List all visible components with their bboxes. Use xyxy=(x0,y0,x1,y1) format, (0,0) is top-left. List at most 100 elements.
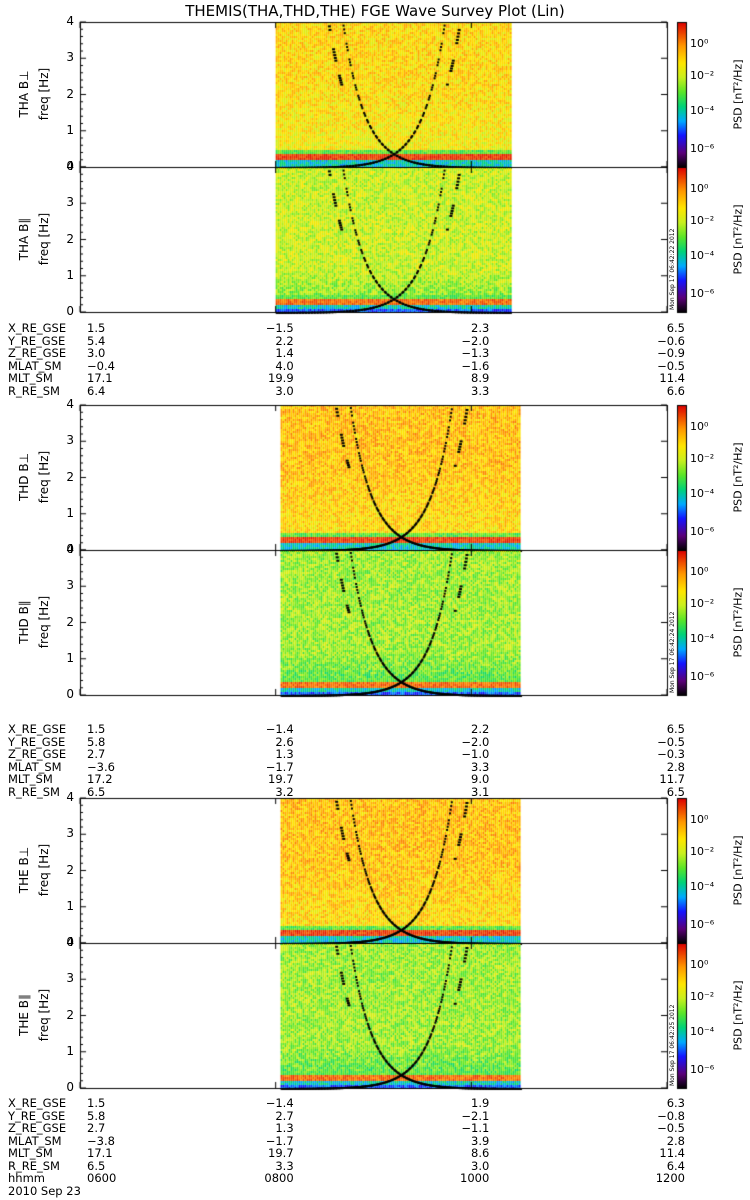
ephemeris-label: MLT_SM xyxy=(8,1146,53,1160)
ephemeris-value: 3.0 xyxy=(471,1158,490,1173)
colorbar-tick-label: 10⁻² xyxy=(690,597,715,611)
ephemeris-value: −0.5 xyxy=(657,358,685,373)
ephemeris-value: 6.5 xyxy=(666,722,685,736)
ephemeris-value: 6.5 xyxy=(666,784,685,799)
panel-name: THA B∥ xyxy=(17,217,31,260)
ephemeris-label: Y_RE_GSE xyxy=(8,1108,66,1123)
freq-tick-label: 0 xyxy=(66,1080,74,1094)
ephemeris-row: R_RE_SM 6.4 3.0 3.3 6.6 xyxy=(0,383,750,398)
colorbar-tick-label: 10⁻² xyxy=(690,69,715,83)
colorbar-label: PSD [nT²/Hz] xyxy=(731,586,745,658)
ephemeris-value: 6.3 xyxy=(666,1096,685,1110)
ephemeris-value: 3.9 xyxy=(471,1133,490,1148)
ephemeris-value: 1.5 xyxy=(87,722,106,736)
ephemeris-value: 2.7 xyxy=(87,1121,106,1135)
colorbar-tick-label: 10⁻⁴ xyxy=(690,879,715,893)
colorbar-label: PSD [nT²/Hz] xyxy=(731,834,745,906)
ephemeris-row: X_RE_GSE 1.5 −1.5 2.3 6.5 xyxy=(0,322,750,335)
ephemeris-value: −1.5 xyxy=(265,321,294,335)
ephemeris-value: −1.7 xyxy=(265,759,294,774)
ephemeris-value: −0.8 xyxy=(657,1108,685,1123)
ephemeris-row: MLT_SM 17.1 19.7 8.6 11.4 xyxy=(0,1147,750,1160)
ephemeris-value: 6.5 xyxy=(87,784,106,799)
colorbar-tick-label: 10⁰ xyxy=(690,37,709,51)
ephemeris-value: 2.7 xyxy=(275,1108,294,1123)
freq-axis-label: freq [Hz] xyxy=(37,595,51,648)
freq-tick-label: 4 xyxy=(66,14,74,28)
colorbar-tick-label: 10⁻⁴ xyxy=(690,103,715,117)
freq-tick-label: 2 xyxy=(66,86,74,101)
ephemeris-value: −1.1 xyxy=(461,1121,490,1135)
freq-tick-label: 1 xyxy=(66,505,74,520)
ephemeris-value: 17.2 xyxy=(87,772,113,786)
colorbar-tick-label: 10⁻² xyxy=(690,214,715,228)
ephemeris-row: MLT_SM 17.2 19.7 9.0 11.7 xyxy=(0,773,750,786)
time-tick-label: 0800 xyxy=(264,1171,294,1185)
ephemeris-row: Z_RE_GSE 2.7 1.3 −1.1 −0.5 xyxy=(0,1122,750,1135)
colorbar-tick-label: 10⁻⁴ xyxy=(690,1024,715,1038)
ephemeris-row: MLT_SM 17.1 19.9 8.9 11.4 xyxy=(0,372,750,385)
ephemeris-label: X_RE_GSE xyxy=(8,1096,67,1110)
ephemeris-row: Z_RE_GSE 3.0 1.4 −1.3 −0.9 xyxy=(0,347,750,360)
colorbar-tick-label: 10⁻⁶ xyxy=(690,141,715,155)
ephemeris-value: 6.6 xyxy=(666,383,685,398)
colorbar-tick-label: 10⁻⁶ xyxy=(690,1062,715,1076)
freq-tick-label: 2 xyxy=(66,469,74,484)
colorbar-tick-label: 10⁰ xyxy=(690,565,709,579)
ephemeris-value: −0.5 xyxy=(657,1121,685,1135)
freq-tick-label: 3 xyxy=(66,578,74,593)
freq-tick-label: 3 xyxy=(66,971,74,986)
colorbar-tick-label: 10⁰ xyxy=(690,420,709,434)
ephemeris-value: 1.3 xyxy=(275,747,294,761)
freq-tick-label: 1 xyxy=(66,650,74,665)
freq-tick-label: 2 xyxy=(66,1007,74,1022)
ephemeris-value: 4.0 xyxy=(275,358,294,373)
ephemeris-value: 1.4 xyxy=(275,346,294,360)
ephemeris-value: 3.3 xyxy=(471,759,490,774)
freq-axis-label: freq [Hz] xyxy=(37,843,51,896)
colorbar-tick-label: 10⁻² xyxy=(690,990,715,1004)
panel-name: THE B⊥ xyxy=(17,846,31,893)
freq-tick-label: 1 xyxy=(66,267,74,282)
freq-axis-label: freq [Hz] xyxy=(37,212,51,265)
ephemeris-value: 19.7 xyxy=(268,772,294,786)
ephemeris-row: MLAT_SM −3.6 −1.7 3.3 2.8 xyxy=(0,759,750,774)
colorbar-label: PSD [nT²/Hz] xyxy=(731,441,745,513)
ephemeris-value: 3.3 xyxy=(275,1158,294,1173)
ephemeris-value: 1.9 xyxy=(471,1096,490,1110)
freq-tick-label: 0 xyxy=(66,687,74,701)
panel-name: THD B⊥ xyxy=(17,452,31,501)
colorbar-tick-label: 10⁻⁴ xyxy=(690,631,715,645)
colorbar-tick-label: 10⁻⁶ xyxy=(690,524,715,538)
ephemeris-value: 11.4 xyxy=(659,371,685,385)
ephemeris-row: Z_RE_GSE 2.7 1.3 −1.0 −0.3 xyxy=(0,748,750,761)
ephemeris-value: 9.0 xyxy=(471,772,490,786)
time-tick-label: 1200 xyxy=(655,1171,685,1185)
ephemeris-value: 1.5 xyxy=(87,321,106,335)
freq-tick-label: 4 xyxy=(66,935,74,949)
colorbar-label: PSD [nT²/Hz] xyxy=(731,203,745,275)
timestamp-stamp: Mon Sep 17 06:42:25 2012 xyxy=(669,1004,676,1086)
freq-tick-label: 1 xyxy=(66,122,74,137)
freq-tick-label: 4 xyxy=(66,542,74,556)
ephemeris-value: 1.5 xyxy=(87,1096,106,1110)
plot-title: THEMIS(THA,THD,THE) FGE Wave Survey Plot… xyxy=(185,2,565,20)
freq-tick-label: 3 xyxy=(66,50,74,65)
ephemeris-label: MLT_SM xyxy=(8,371,53,385)
ephemeris-value: −2.0 xyxy=(461,734,490,749)
colorbar-tick-label: 10⁻⁶ xyxy=(690,286,715,300)
ephemeris-label: MLAT_SM xyxy=(8,759,62,774)
freq-axis-label: freq [Hz] xyxy=(37,988,51,1041)
ephemeris-value: 11.4 xyxy=(659,1146,685,1160)
colorbar-tick-label: 10⁻⁶ xyxy=(690,669,715,683)
ephemeris-value: 19.9 xyxy=(268,371,294,385)
ephemeris-label: MLT_SM xyxy=(8,772,53,786)
ephemeris-row: X_RE_GSE 1.5 −1.4 1.9 6.3 xyxy=(0,1097,750,1110)
ephemeris-label: X_RE_GSE xyxy=(8,722,67,736)
ephemeris-value: −1.4 xyxy=(265,722,294,736)
ephemeris-row: MLAT_SM −3.8 −1.7 3.9 2.8 xyxy=(0,1133,750,1148)
ephemeris-value: 5.4 xyxy=(87,333,106,348)
ephemeris-label: Y_RE_GSE xyxy=(8,333,66,348)
panel-name: THE B∥ xyxy=(17,993,31,1036)
